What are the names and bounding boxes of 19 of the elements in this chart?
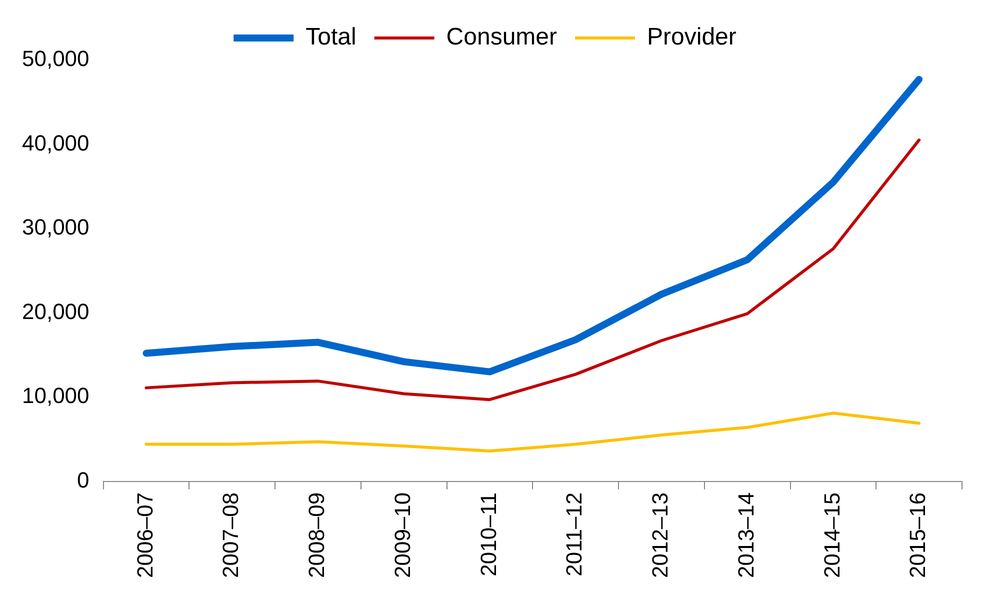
x-tick-label: 2008–09 xyxy=(304,492,330,578)
x-tick-label: 2009–10 xyxy=(390,492,415,578)
x-tick-label: 2015–16 xyxy=(905,492,930,578)
legend-label: Provider xyxy=(647,24,736,51)
x-tick-label: 2006–07 xyxy=(132,492,158,578)
y-tick-label: 30,000 xyxy=(22,214,90,240)
y-tick-label: 20,000 xyxy=(22,298,90,324)
x-tick-label: 2012–13 xyxy=(648,492,673,578)
y-tick-label: 50,000 xyxy=(22,46,90,72)
x-tick-label: 2013–14 xyxy=(733,492,758,578)
y-tick-label: 0 xyxy=(77,467,90,492)
x-tick-label: 2014–15 xyxy=(819,492,844,578)
y-tick-label: 40,000 xyxy=(22,130,90,156)
legend-label: Consumer xyxy=(446,24,558,51)
y-tick-label: 10,000 xyxy=(22,383,90,408)
x-tick-label: 2010–11 xyxy=(476,492,501,576)
x-tick-label: 2007–08 xyxy=(218,492,244,578)
x-tick-label: 2011–12 xyxy=(562,492,587,576)
legend-label: Total xyxy=(306,24,356,51)
